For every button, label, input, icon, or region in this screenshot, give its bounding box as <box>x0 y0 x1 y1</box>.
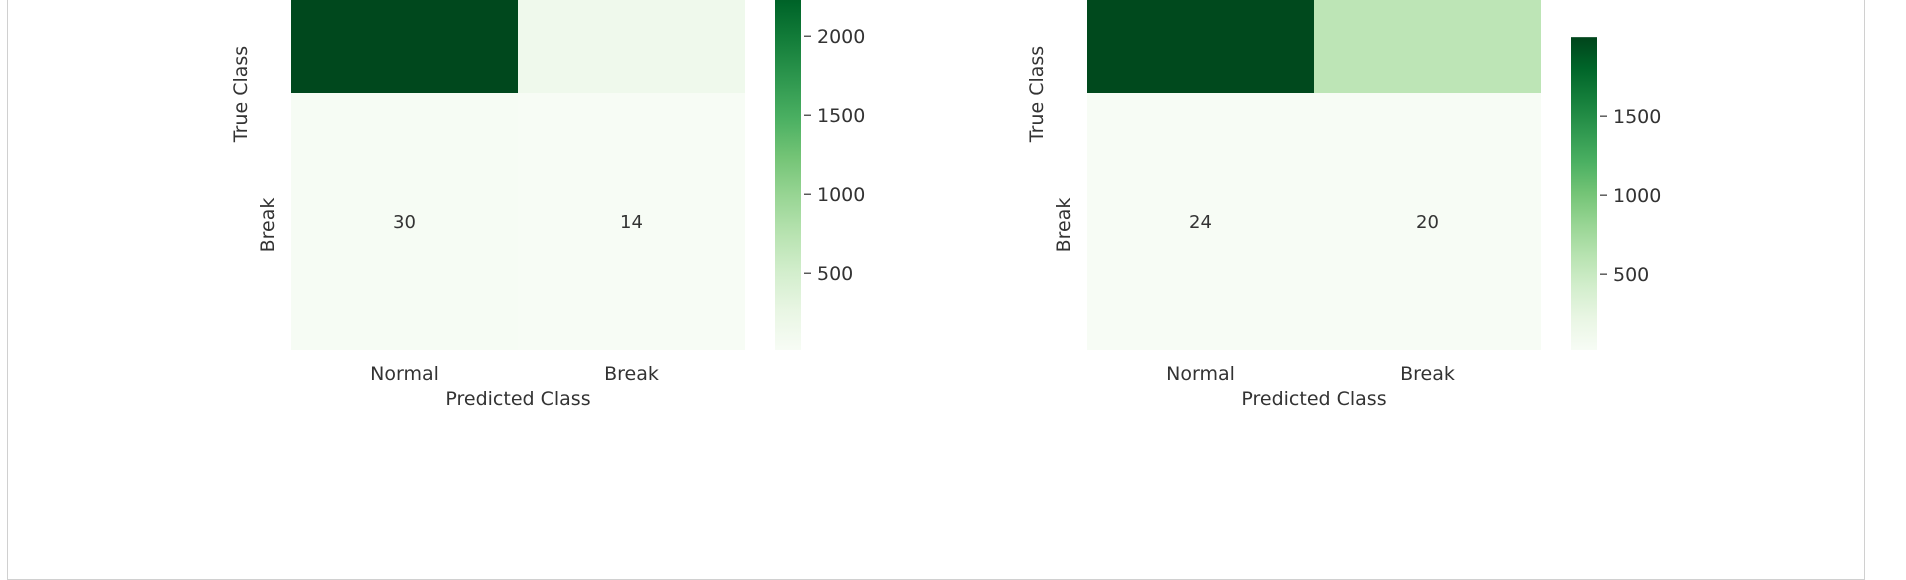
x-tick-label: Break <box>604 363 659 385</box>
heatmap-cell-r0-c0 <box>291 0 518 93</box>
y-tick-label: Break <box>1053 198 1075 253</box>
cell-value-label: 14 <box>620 212 643 233</box>
x-axis-title: Predicted Class <box>445 388 590 410</box>
heatmap-cell-r1-c1 <box>1314 93 1541 350</box>
colorbar <box>1571 37 1597 350</box>
x-tick-label: Normal <box>1166 363 1235 385</box>
heatmap-cell-r1-c0 <box>1087 93 1314 350</box>
cell-value-label: 20 <box>1416 212 1439 233</box>
heatmap-cell-r0-c1 <box>518 0 745 93</box>
cell-value-label: 30 <box>393 212 416 233</box>
y-axis-title: True Class <box>1026 46 1048 143</box>
y-axis-title: True Class <box>230 46 252 143</box>
colorbar-tick-label: 1000 <box>1613 185 1661 207</box>
x-tick-label: Normal <box>370 363 439 385</box>
confusion-matrix-right: 24 20 Normal Break Predicted Class Break True … <box>1026 0 1661 410</box>
confusion-matrix-figure: 30 14 Normal Break Predicted Class Break True … <box>230 0 1661 410</box>
heatmap-cell-r0-c0 <box>1087 0 1314 93</box>
x-axis-title: Predicted Class <box>1241 388 1386 410</box>
colorbar-tick-label: 1500 <box>1613 106 1661 128</box>
cell-value-label: 24 <box>1189 212 1212 233</box>
confusion-matrix-left: 30 14 Normal Break Predicted Class Break True … <box>230 0 865 410</box>
colorbar <box>775 0 801 350</box>
heatmap-cell-r1-c0 <box>291 93 518 350</box>
colorbar-tick-label: 1000 <box>817 184 865 206</box>
colorbar-tick-label: 500 <box>817 263 853 285</box>
colorbar-tick-label: 2000 <box>817 26 865 48</box>
colorbar-tick-label: 500 <box>1613 264 1649 286</box>
heatmap-cell-r0-c1 <box>1314 0 1541 93</box>
x-tick-label: Break <box>1400 363 1455 385</box>
heatmap-cell-r1-c1 <box>518 93 745 350</box>
colorbar-tick-label: 1500 <box>817 105 865 127</box>
y-tick-label: Break <box>257 198 279 253</box>
